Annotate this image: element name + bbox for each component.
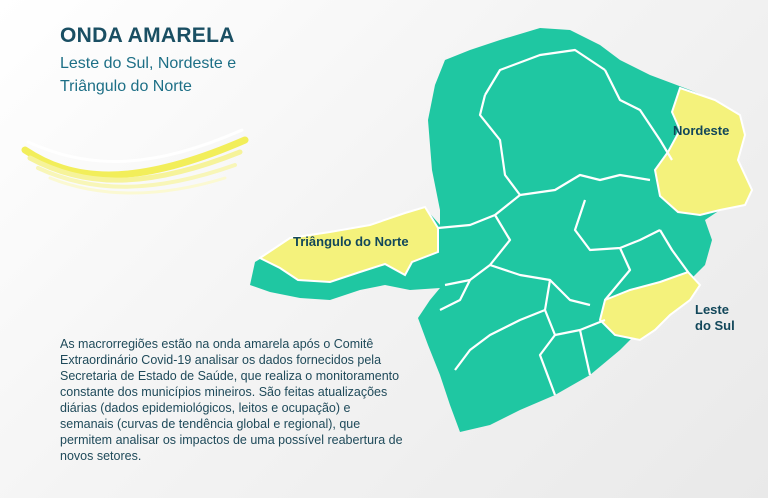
label-leste-do-sul: Leste do Sul <box>695 302 735 334</box>
page-title: ONDA AMARELA <box>60 24 235 47</box>
decorative-wave <box>21 128 249 195</box>
region-leste-do-sul <box>598 270 702 342</box>
description-paragraph: As macrorregiões estão na onda amarela a… <box>60 337 403 463</box>
label-triangulo-do-norte: Triângulo do Norte <box>293 234 409 249</box>
page-subtitle: Leste do Sul, Nordeste e Triângulo do No… <box>60 55 237 95</box>
label-nordeste: Nordeste <box>673 123 730 138</box>
region-borders <box>437 48 689 396</box>
minas-gerais-map <box>250 28 754 432</box>
label-leste-line1: Leste <box>695 302 729 317</box>
region-nordeste <box>653 86 754 217</box>
label-leste-line2: do Sul <box>695 318 735 333</box>
region-triangulo-do-norte <box>258 205 439 284</box>
